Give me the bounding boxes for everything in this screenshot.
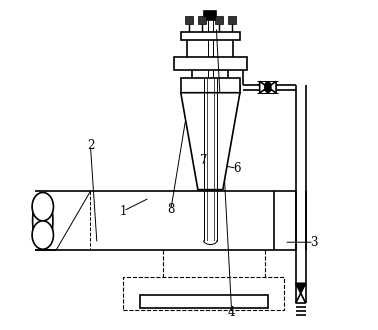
Bar <box>140 295 268 308</box>
Ellipse shape <box>265 82 271 92</box>
Polygon shape <box>268 81 276 93</box>
Bar <box>204 11 216 20</box>
Bar <box>123 277 284 310</box>
Text: 3: 3 <box>310 236 318 249</box>
Polygon shape <box>296 283 306 293</box>
Ellipse shape <box>32 192 53 221</box>
Bar <box>174 56 246 70</box>
Bar <box>198 16 206 24</box>
Ellipse shape <box>32 221 53 249</box>
Polygon shape <box>181 93 240 190</box>
Text: 8: 8 <box>167 203 175 216</box>
Bar <box>181 78 240 93</box>
Bar <box>215 16 223 24</box>
Bar <box>185 16 193 24</box>
Bar <box>204 241 217 246</box>
Text: 2: 2 <box>87 139 94 152</box>
Text: 6: 6 <box>233 162 240 175</box>
Text: 7: 7 <box>200 153 208 167</box>
Polygon shape <box>260 81 268 93</box>
Text: 1: 1 <box>119 205 127 217</box>
Polygon shape <box>296 293 306 303</box>
Bar <box>228 16 235 24</box>
Bar <box>181 32 240 40</box>
Text: 4: 4 <box>228 306 235 319</box>
